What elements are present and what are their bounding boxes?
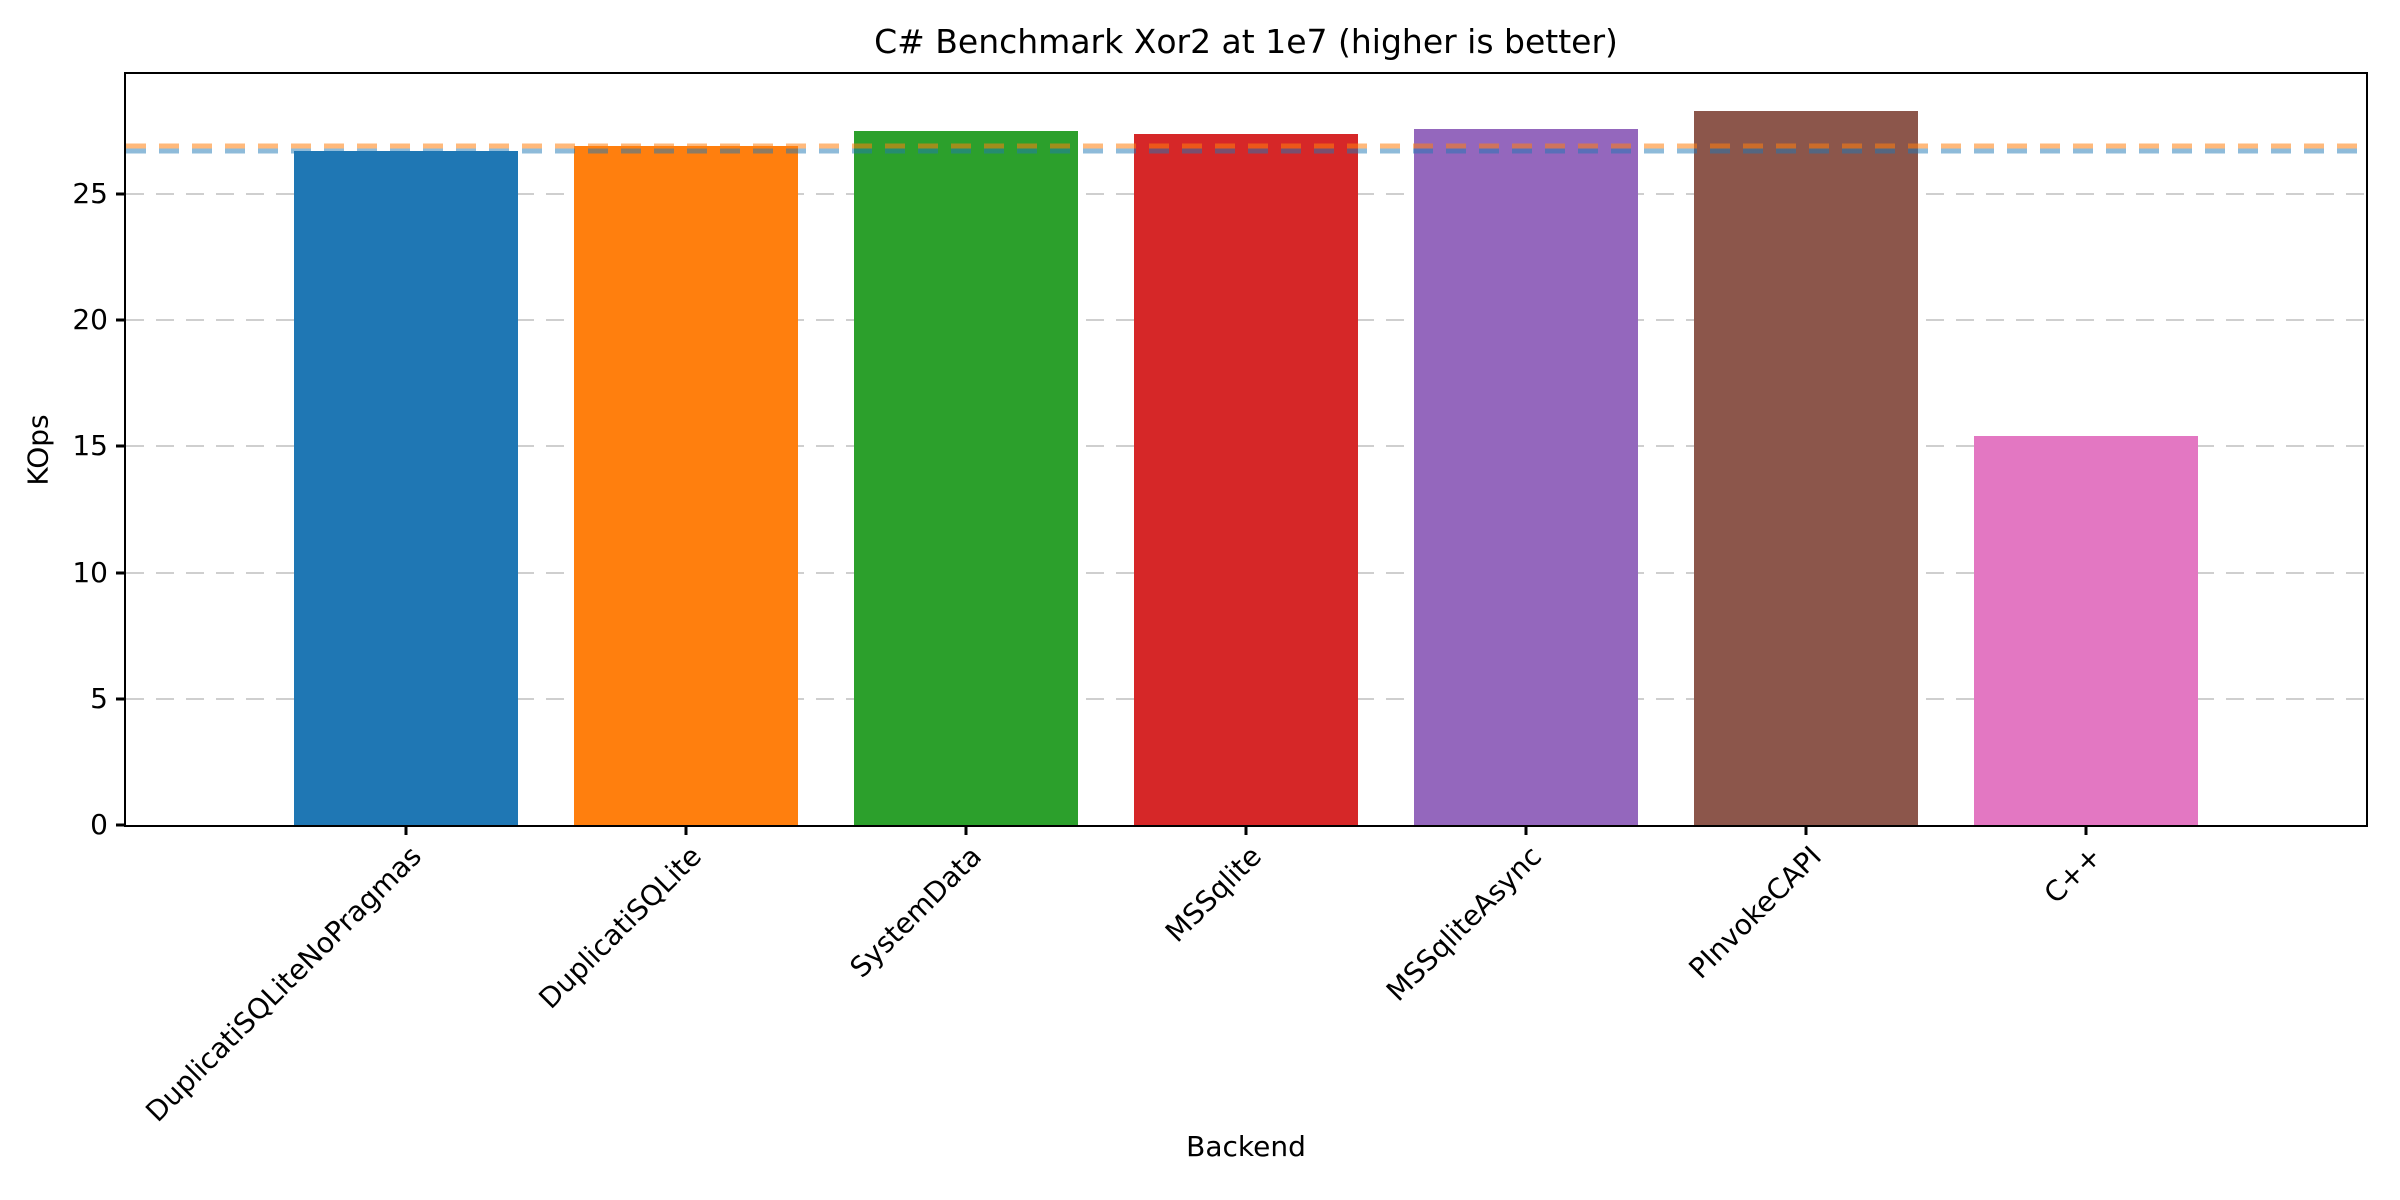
- y-tick-label: 10: [72, 555, 108, 589]
- y-tick-mark: [116, 697, 126, 701]
- x-tick-label-PInvokeCAPI: PInvokeCAPI: [1682, 839, 1828, 986]
- x-tick-mark: [2084, 825, 2088, 835]
- reference-line-duplicati-sqlite-nopragmas-baseline: [126, 148, 2366, 154]
- bar-DuplicatiSQLiteNoPragmas: [294, 151, 518, 825]
- y-tick-mark: [116, 318, 126, 322]
- x-tick-mark: [684, 825, 688, 835]
- bar-SystemData: [854, 131, 1078, 825]
- y-tick-label: 25: [72, 177, 108, 211]
- x-tick-label-MSSqliteAsync: MSSqliteAsync: [1379, 839, 1548, 1008]
- x-tick-mark: [1244, 825, 1248, 835]
- x-tick-mark: [404, 825, 408, 835]
- y-tick-mark: [116, 571, 126, 575]
- x-tick-label-MSSqlite: MSSqlite: [1158, 839, 1268, 949]
- y-tick-label: 5: [90, 681, 108, 715]
- bar-MSSqlite: [1134, 133, 1358, 825]
- x-axis-label: Backend: [1186, 1130, 1306, 1163]
- chart-title: C# Benchmark Xor2 at 1e7 (higher is bett…: [874, 22, 1618, 61]
- x-tick-label-DuplicatiSQLite: DuplicatiSQLite: [532, 839, 708, 1016]
- plot-area: 0 5 10 15 20 25 DuplicatiSQLiteNoPragmas Duplic…: [72, 72, 2368, 1128]
- y-tick-mark: [116, 444, 126, 448]
- y-tick-mark: [116, 823, 126, 827]
- y-tick-label: 0: [90, 808, 108, 841]
- x-tick-label-C++: C++: [2037, 839, 2108, 910]
- bar-C++: [1974, 436, 2198, 825]
- bar-DuplicatiSQLite: [574, 146, 798, 825]
- x-tick-label-DuplicatiSQLiteNoPragmas: DuplicatiSQLiteNoPragmas: [139, 839, 428, 1129]
- x-tick-label-SystemData: SystemData: [843, 839, 988, 985]
- x-tick-mark: [1524, 825, 1528, 835]
- y-tick-label: 15: [72, 429, 108, 463]
- y-tick-mark: [116, 192, 126, 196]
- x-tick-mark: [1804, 825, 1808, 835]
- bar-PInvokeCAPI: [1694, 110, 1918, 825]
- reference-line-duplicati-sqlite-baseline: [126, 143, 2366, 149]
- bar-MSSqliteAsync: [1414, 128, 1638, 825]
- y-tick-label: 20: [72, 303, 108, 337]
- x-tick-mark: [964, 825, 968, 835]
- y-axis-label: KOps: [21, 414, 55, 486]
